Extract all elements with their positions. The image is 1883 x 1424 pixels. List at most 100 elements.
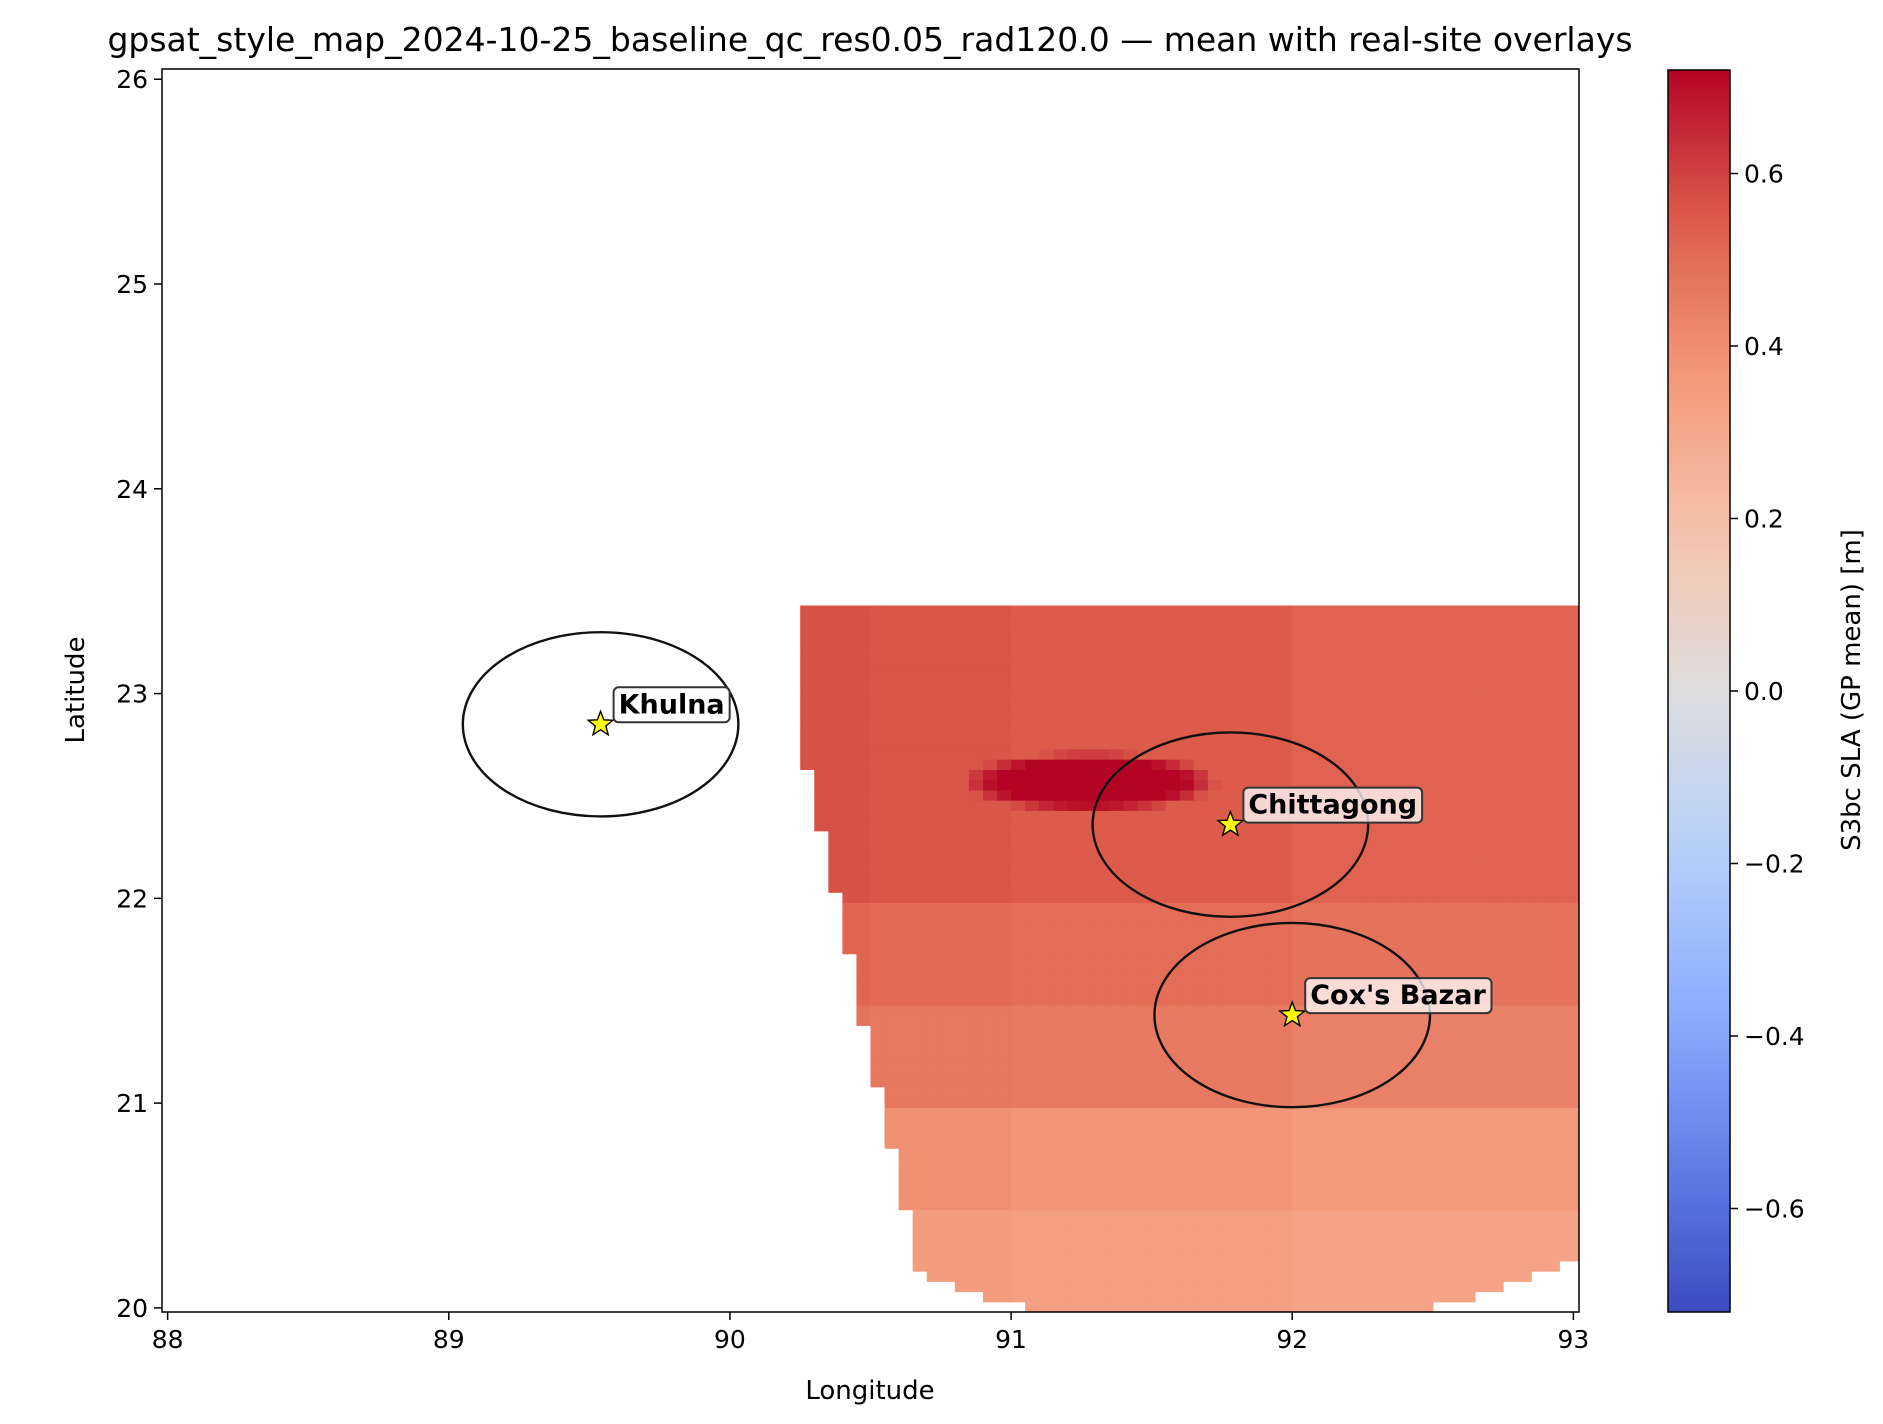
heatmap-cell	[870, 718, 886, 729]
heatmap-cell	[940, 984, 956, 996]
heatmap-cell	[1559, 728, 1574, 740]
heatmap-cell	[1306, 841, 1321, 852]
heatmap-cell	[1095, 605, 1111, 617]
heatmap-cell	[1348, 1035, 1364, 1047]
heatmap-cell	[1109, 1189, 1125, 1200]
heatmap-cell	[1193, 626, 1209, 637]
heatmap-cell	[1179, 1137, 1195, 1149]
heatmap-cell	[1221, 1291, 1237, 1303]
heatmap-cell	[982, 1240, 998, 1252]
site-star-marker	[1277, 1000, 1307, 1028]
heatmap-cell	[997, 1168, 1012, 1180]
heatmap-cell	[1587, 851, 1602, 862]
heatmap-cell	[1320, 943, 1335, 955]
heatmap-cell	[1587, 1117, 1602, 1128]
heatmap-cell	[1503, 1240, 1518, 1252]
heatmap-cell	[1165, 1260, 1181, 1272]
heatmap-cell	[1587, 1036, 1602, 1047]
heatmap-cell	[940, 851, 956, 863]
heatmap-cell	[1039, 1189, 1054, 1200]
heatmap-cell	[1193, 902, 1209, 914]
heatmap-cell	[828, 687, 843, 699]
heatmap-cell	[940, 1250, 956, 1262]
heatmap-cell	[982, 1035, 998, 1047]
heatmap-cell	[1039, 810, 1054, 822]
heatmap-cell	[1545, 902, 1560, 914]
heatmap-cell	[940, 1025, 956, 1037]
heatmap-cell	[1025, 1137, 1040, 1149]
heatmap-cell	[1545, 1199, 1560, 1211]
heatmap-cell	[1039, 1107, 1054, 1119]
heatmap-cell	[1221, 1178, 1237, 1190]
heatmap-cell	[1432, 1076, 1448, 1088]
heatmap-cell	[1587, 892, 1602, 903]
heatmap-cell	[856, 697, 872, 709]
heatmap-cell	[1250, 1056, 1265, 1067]
heatmap-cell	[1250, 1015, 1265, 1026]
heatmap-cell	[1221, 1271, 1237, 1282]
heatmap-cell	[1559, 1178, 1574, 1190]
heatmap-cell	[898, 707, 914, 719]
heatmap-cell	[1503, 1096, 1518, 1108]
heatmap-cell	[1123, 994, 1139, 1006]
heatmap-cell	[1151, 1291, 1167, 1303]
heatmap-cell	[1123, 943, 1139, 955]
heatmap-cell	[1432, 1096, 1448, 1108]
heatmap-cell	[1376, 1219, 1392, 1231]
heatmap-cell	[1250, 779, 1265, 791]
heatmap-cell	[1011, 851, 1026, 863]
heatmap-cell	[1137, 1189, 1153, 1200]
heatmap-cell	[1207, 1260, 1223, 1272]
heatmap-cell	[1264, 1291, 1279, 1303]
heatmap-cell	[898, 861, 914, 873]
heatmap-cell	[1432, 1240, 1448, 1252]
heatmap-cell	[898, 748, 914, 760]
heatmap-cell	[1207, 1004, 1223, 1016]
heatmap-cell	[1460, 748, 1476, 760]
heatmap-cell	[926, 697, 942, 709]
heatmap-cell	[1446, 646, 1462, 658]
heatmap-cell	[1489, 1219, 1504, 1231]
heatmap-cell	[968, 1025, 984, 1037]
heatmap-cell	[1334, 1301, 1350, 1312]
heatmap-cell	[1474, 1230, 1490, 1241]
heatmap-cell	[898, 1045, 914, 1057]
heatmap-cell	[1292, 697, 1307, 709]
heatmap-cell	[1531, 881, 1546, 893]
heatmap-cell	[1137, 800, 1153, 811]
heatmap-cell	[1517, 636, 1532, 648]
y-tick-label: 20	[116, 1294, 148, 1323]
heatmap-cell	[1362, 769, 1378, 781]
heatmap-cell	[1404, 666, 1420, 678]
heatmap-cell	[954, 646, 970, 658]
heatmap-cell	[1278, 1230, 1293, 1241]
heatmap-cell	[1404, 1127, 1420, 1139]
heatmap-cell	[1573, 1107, 1579, 1119]
heatmap-cell	[1193, 605, 1209, 617]
heatmap-cell	[1432, 892, 1448, 904]
heatmap-cell	[1418, 881, 1434, 893]
heatmap-cell	[884, 1066, 900, 1078]
heatmap-cell	[1278, 953, 1293, 965]
heatmap-cell	[1207, 1301, 1223, 1312]
heatmap-cell	[1573, 963, 1579, 975]
heatmap-cell	[870, 841, 886, 852]
heatmap-cell	[1404, 1148, 1420, 1160]
heatmap-cell	[1348, 1168, 1364, 1180]
heatmap-cell	[1587, 1015, 1602, 1026]
heatmap-cell	[912, 810, 928, 822]
heatmap-cell	[1362, 1250, 1378, 1262]
heatmap-cell	[1545, 1219, 1560, 1231]
heatmap-cell	[1067, 1209, 1082, 1221]
heatmap-cell	[1545, 994, 1560, 1006]
heatmap-cell	[1025, 1086, 1040, 1098]
heatmap-cell	[1292, 1025, 1307, 1037]
heatmap-cell	[1221, 1260, 1237, 1272]
heatmap-cell	[1193, 636, 1209, 648]
heatmap-cell	[1432, 810, 1448, 822]
heatmap-cell	[1179, 646, 1195, 658]
heatmap-cell	[1109, 1301, 1125, 1312]
heatmap-cell	[954, 1240, 970, 1252]
heatmap-cell	[1095, 830, 1111, 842]
heatmap-cell	[1123, 1096, 1139, 1108]
